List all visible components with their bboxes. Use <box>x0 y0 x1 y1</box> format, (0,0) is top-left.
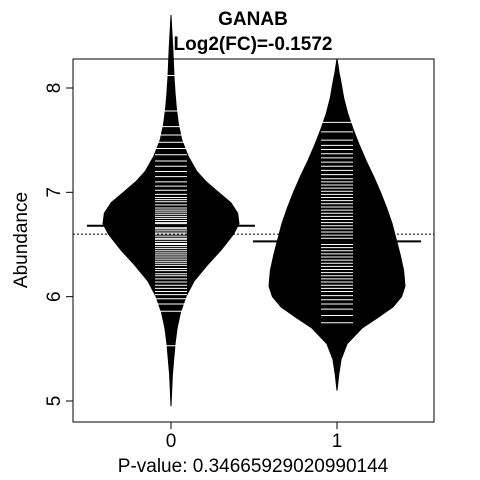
y-tick-label-8: 8 <box>44 83 65 94</box>
y-axis: 5 6 7 8 <box>44 83 74 407</box>
beans-layer <box>102 14 406 407</box>
bean-shape-0 <box>102 14 240 407</box>
y-axis-label: Abundance <box>11 192 32 288</box>
y-tick-label-6: 6 <box>44 291 65 302</box>
x-axis-label: P-value: 0.34665929020990144 <box>118 456 389 477</box>
means-layer <box>87 224 421 243</box>
chart-title: GANAB <box>218 9 288 30</box>
y-tick-label-5: 5 <box>44 396 65 407</box>
chart-subtitle: Log2(FC)=-0.1572 <box>174 34 333 55</box>
x-tick-label-1: 1 <box>332 431 343 452</box>
x-tick-label-0: 0 <box>166 431 177 452</box>
y-tick-label-7: 7 <box>44 187 65 198</box>
